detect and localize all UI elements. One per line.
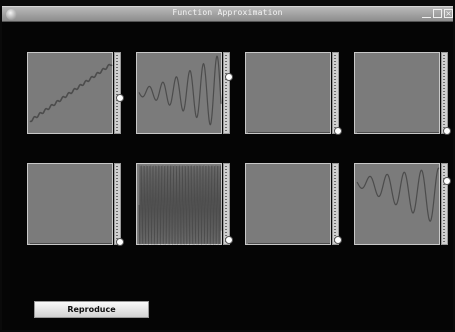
function-curve: [138, 165, 222, 245]
app-icon: [6, 9, 17, 20]
plot-area: [245, 52, 331, 134]
parameter-slider[interactable]: [441, 163, 451, 245]
parameter-slider[interactable]: [332, 163, 342, 245]
plot-canvas: [29, 63, 113, 123]
function-curve: [138, 55, 222, 126]
plot-area: [136, 52, 222, 134]
plot-canvas: [248, 132, 330, 134]
parameter-slider[interactable]: [114, 52, 124, 134]
plot-canvas: [30, 243, 112, 245]
function-curve: [356, 167, 440, 222]
function-panel-2: [136, 52, 233, 136]
slider-ticks: [334, 166, 336, 242]
parameter-slider[interactable]: [441, 52, 451, 135]
plot-area: [27, 52, 113, 134]
plot-canvas: [138, 55, 222, 126]
reproduce-button[interactable]: Reproduce: [34, 301, 149, 318]
plot-canvas: [248, 243, 330, 245]
parameter-slider[interactable]: [223, 52, 233, 134]
slider-knob[interactable]: [116, 94, 124, 102]
maximize-icon[interactable]: [433, 9, 442, 18]
slider-ticks: [116, 55, 118, 131]
window-title: Function Approximation: [172, 8, 283, 17]
parameter-slider[interactable]: [114, 163, 124, 246]
function-panel-6: [136, 163, 233, 247]
slider-ticks: [225, 166, 227, 242]
slider-knob[interactable]: [225, 73, 233, 81]
close-icon[interactable]: ×: [444, 9, 453, 18]
slider-ticks: [443, 166, 445, 242]
slider-ticks: [225, 55, 227, 131]
function-panel-4: [354, 52, 451, 136]
parameter-slider[interactable]: [223, 163, 233, 245]
plot-area: [245, 163, 331, 245]
slider-knob[interactable]: [443, 127, 451, 135]
plot-area: [354, 163, 440, 245]
slider-knob[interactable]: [116, 238, 124, 246]
minimize-icon[interactable]: [422, 9, 431, 18]
plot-canvas: [138, 165, 222, 245]
slider-knob[interactable]: [443, 177, 451, 185]
slider-knob[interactable]: [334, 236, 342, 244]
function-panel-5: [27, 163, 124, 247]
plot-canvas: [357, 132, 439, 134]
function-panel-3: [245, 52, 342, 136]
function-curve: [29, 63, 113, 123]
slider-knob[interactable]: [225, 236, 233, 244]
slider-ticks: [116, 166, 118, 242]
plot-grid: Reproduce: [2, 22, 453, 330]
plot-area: [27, 163, 113, 245]
slider-ticks: [443, 55, 445, 131]
title-bar[interactable]: Function Approximation ×: [2, 6, 453, 22]
plot-canvas: [356, 167, 440, 222]
slider-knob[interactable]: [334, 127, 342, 135]
function-panel-7: [245, 163, 342, 247]
parameter-slider[interactable]: [332, 52, 342, 135]
function-panel-8: [354, 163, 451, 247]
slider-ticks: [334, 55, 336, 131]
plot-area: [354, 52, 440, 134]
function-panel-1: [27, 52, 124, 136]
plot-area: [136, 163, 222, 245]
